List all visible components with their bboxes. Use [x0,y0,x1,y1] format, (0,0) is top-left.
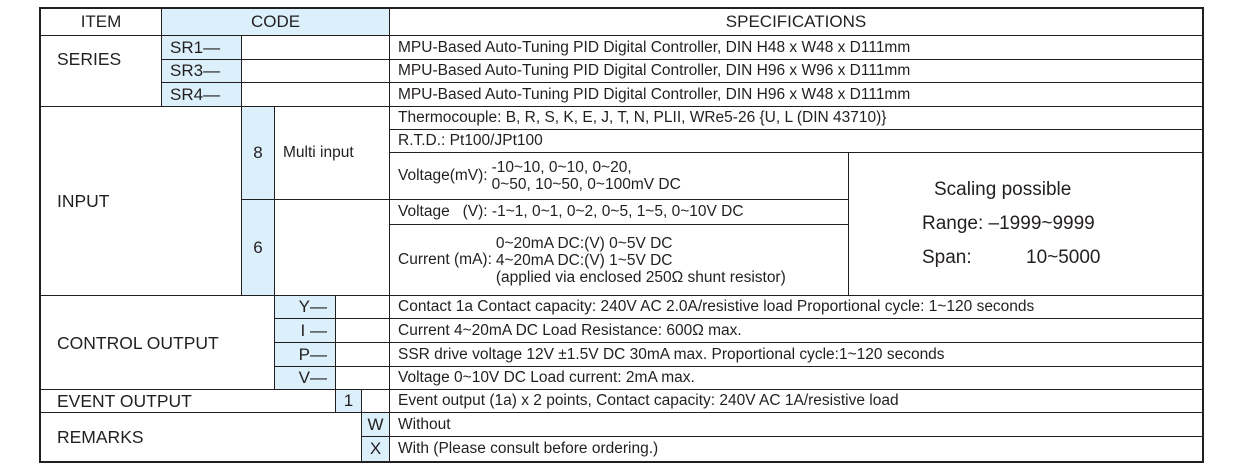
empty-cell [336,296,390,319]
control-code-p: P— [275,343,336,367]
event-spec: Event output (1a) x 2 points, Contact ca… [390,390,1202,413]
control-code-y: Y— [275,296,336,319]
series-spec-sr1: MPU-Based Auto-Tuning PID Digital Contro… [390,36,1202,60]
rtd-spec: R.T.D.: Pt100/JPt100 [390,130,1202,153]
control-output-label: CONTROL OUTPUT [41,296,275,390]
header-code: CODE [162,9,390,36]
input-code-6: 6 [242,200,275,296]
empty-cell [242,83,390,107]
header-specifications: SPECIFICATIONS [390,9,1202,36]
control-spec-i: Current 4~20mA DC Load Resistance: 600Ω … [390,319,1202,343]
scaling-box: Scaling possible Range: –1999~9999 Span:… [849,153,1202,296]
series-code-sr4: SR4— [162,83,242,107]
ordering-code-table: ITEM CODE SPECIFICATIONS SERIES SR1— MPU… [39,7,1204,463]
empty-cell [275,200,390,296]
series-spec-sr3: MPU-Based Auto-Tuning PID Digital Contro… [390,60,1202,83]
scaling-title: Scaling possible [934,179,1072,200]
current-label: Current (mA): [398,251,492,268]
span-value: 10~5000 [1026,247,1101,268]
control-code-v: V— [275,367,336,390]
empty-cell [336,343,390,367]
thermocouple-spec: Thermocouple: B, R, S, K, E, J, T, N, PL… [390,107,1202,130]
event-code-1: 1 [336,390,362,413]
current-line: (applied via enclosed 250Ω shunt resisto… [495,268,786,286]
current-line: 4~20mA DC:(V) 1~5V DC [495,251,673,269]
empty-cell [242,60,390,83]
voltage-mv-line: 0~50, 10~50, 0~100mV DC [491,176,681,193]
voltage-mv-line: -10~10, 0~10, 0~20, [491,159,632,176]
remarks-code-x: X [362,437,390,461]
current-line: 0~20mA DC:(V) 0~5V DC [495,234,673,252]
current-values: 0~20mA DC:(V) 0~5V DC 4~20mA DC:(V) 1~5V… [496,235,786,286]
scaling-span: Span: 10~5000 [922,241,1101,275]
series-code-sr3: SR3— [162,60,242,83]
header-item: ITEM [41,9,162,36]
series-code-sr1: SR1— [162,36,242,60]
empty-cell [336,367,390,390]
event-output-label: EVENT OUTPUT [41,390,336,413]
series-label: SERIES [41,36,162,107]
scaling-range: Range: –1999~9999 [922,213,1095,234]
control-code-i: I — [275,319,336,343]
voltage-mv-values: -10~10, 0~10, 0~20, 0~50, 10~50, 0~100mV… [492,159,681,193]
control-spec-v: Voltage 0~10V DC Load current: 2mA max. [390,367,1202,390]
input-code-8: 8 [242,107,275,200]
control-spec-y: Contact 1a Contact capacity: 240V AC 2.0… [390,296,1202,319]
voltage-v-spec: Voltage (V): -1~1, 0~1, 0~2, 0~5, 1~5, 0… [390,200,849,225]
remarks-spec-x: With (Please consult before ordering.) [398,440,659,457]
empty-cell [242,36,390,60]
series-spec-sr4: MPU-Based Auto-Tuning PID Digital Contro… [390,83,1202,107]
control-spec-p: SSR drive voltage 12V ±1.5V DC 30mA max.… [390,343,1202,367]
input-label: INPUT [41,107,242,296]
multi-input-label: Multi input [275,107,390,200]
voltage-mv-spec: Voltage(mV): -10~10, 0~10, 0~20, 0~50, 1… [390,153,849,200]
voltage-mv-label: Voltage(mV): [398,167,488,184]
span-label: Span: [922,247,972,268]
remarks-code-w: W [362,413,390,437]
remarks-spec-w: Without [390,413,1202,437]
empty-cell [336,319,390,343]
remarks-label: REMARKS [41,413,362,461]
empty-cell [362,390,390,413]
current-spec: Current (mA): 0~20mA DC:(V) 0~5V DC 4~20… [390,225,849,296]
